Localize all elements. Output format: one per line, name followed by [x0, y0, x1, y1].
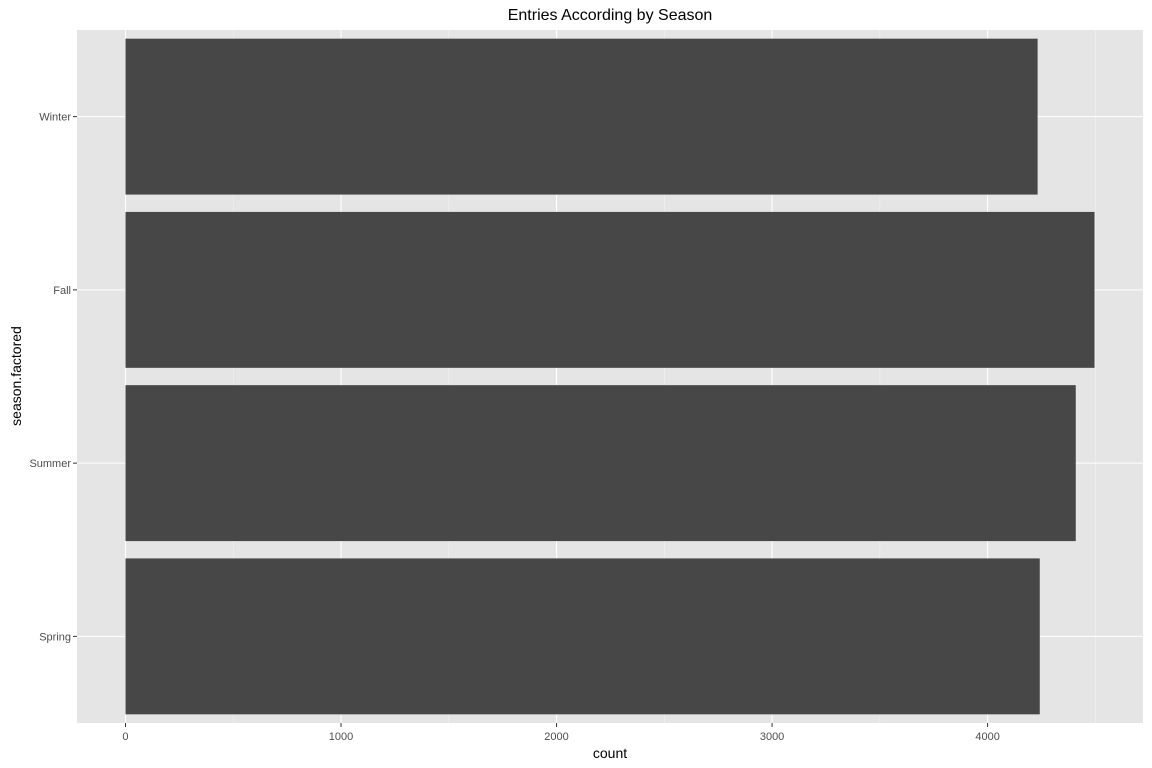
y-tick-label: Summer [29, 458, 71, 470]
y-tick-label: Fall [53, 285, 71, 297]
x-tick-label: 3000 [760, 731, 784, 743]
bar-fall [125, 211, 1095, 368]
y-tick-label: Spring [39, 631, 71, 643]
x-tick-label: 2000 [544, 731, 568, 743]
bar-winter [125, 38, 1038, 195]
x-tick-label: 0 [122, 731, 128, 743]
chart-title: Entries According by Season [508, 7, 713, 24]
y-axis: Spring Summer Fall Winter [29, 112, 77, 643]
y-axis-title: season.factored [8, 326, 24, 426]
x-tick-label: 4000 [975, 731, 999, 743]
x-axis-title: count [593, 745, 627, 761]
x-tick-label: 1000 [329, 731, 353, 743]
bar-summer [125, 385, 1076, 542]
bar-spring [125, 558, 1040, 715]
bars [125, 38, 1095, 715]
y-tick-label: Winter [39, 112, 71, 124]
x-axis: 0 1000 2000 3000 4000 [122, 723, 1000, 743]
